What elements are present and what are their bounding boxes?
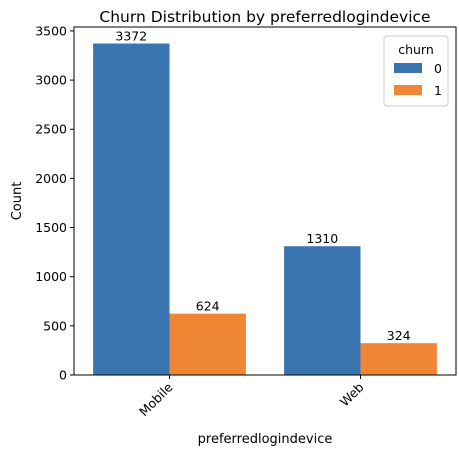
data-label-web-series-1: 324 bbox=[387, 328, 411, 343]
y-tick-label: 500 bbox=[43, 318, 67, 333]
x-axis: Mobile Web bbox=[136, 375, 367, 419]
bars: 3372 1310 624 324 bbox=[93, 29, 437, 375]
bar-mobile-series-0 bbox=[93, 43, 170, 375]
bar-web-series-0 bbox=[284, 246, 361, 375]
legend-label-series-1: 1 bbox=[434, 83, 442, 98]
data-label-web-series-0: 1310 bbox=[306, 231, 338, 246]
y-tick-label: 2000 bbox=[35, 171, 67, 186]
legend-label-series-0: 0 bbox=[434, 61, 442, 76]
bar-mobile-series-1 bbox=[169, 313, 246, 375]
data-label-mobile-series-0: 3372 bbox=[115, 29, 147, 44]
x-axis-label: preferredlogindevice bbox=[198, 432, 333, 447]
chart-title: Churn Distribution by preferredlogindevi… bbox=[99, 8, 430, 26]
legend: churn 0 1 bbox=[383, 35, 449, 107]
y-tick-label: 3500 bbox=[35, 23, 67, 38]
data-label-mobile-series-1: 624 bbox=[196, 299, 220, 314]
y-tick-label: 3000 bbox=[35, 73, 67, 88]
x-tick-label: Mobile bbox=[136, 379, 176, 419]
y-axis: 0 500 1000 1500 2000 2500 3000 3500 bbox=[35, 23, 74, 383]
bar-web-series-1 bbox=[360, 343, 437, 375]
y-tick-label: 1000 bbox=[35, 269, 67, 284]
legend-swatch-series-0 bbox=[394, 63, 422, 73]
y-axis-label: Count bbox=[10, 182, 25, 221]
y-tick-label: 1500 bbox=[35, 220, 67, 235]
y-tick-label: 2500 bbox=[35, 122, 67, 137]
y-tick-label: 0 bbox=[59, 368, 67, 383]
legend-title: churn bbox=[398, 42, 434, 57]
legend-swatch-series-1 bbox=[394, 85, 422, 95]
x-tick-label: Web bbox=[337, 379, 367, 409]
plot-frame bbox=[73, 26, 457, 376]
